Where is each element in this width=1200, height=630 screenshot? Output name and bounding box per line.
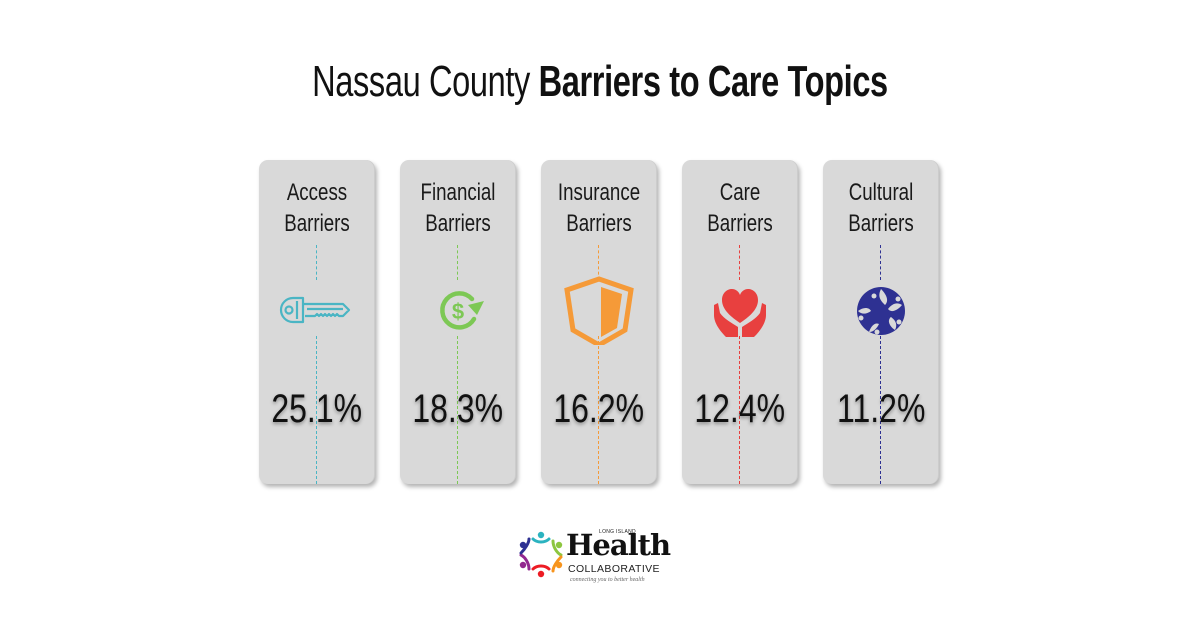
percentage-value: 25.1%	[271, 387, 363, 431]
heart-hands-icon	[700, 275, 780, 345]
dashed-divider	[316, 336, 317, 484]
card-insurance-barriers: Insurance Barriers 16.2%	[541, 160, 657, 484]
card-financial-barriers: Financial Barriers $ 18.3%	[400, 160, 516, 484]
dashed-divider	[457, 245, 458, 280]
dashed-divider	[739, 336, 740, 484]
dashed-divider	[316, 245, 317, 280]
logo-subtitle: COLLABORATIVE	[568, 563, 660, 575]
logo-region: LONG ISLAND	[599, 529, 636, 535]
card-cultural-barriers: Cultural Barriers	[823, 160, 939, 484]
dashed-divider	[598, 336, 599, 484]
logo-people-ring-icon	[515, 529, 567, 579]
card-label: Cultural Barriers	[848, 179, 914, 237]
percentage-value: 12.4%	[694, 387, 786, 431]
barrier-cards: Access Barriers 25.1% Financial Barriers	[259, 160, 939, 485]
svg-text:$: $	[452, 299, 464, 324]
people-circle-icon	[841, 275, 921, 345]
dollar-cycle-icon: $	[418, 275, 498, 345]
title-emphasis: Barriers to Care Topics	[538, 57, 889, 106]
card-label: Access Barriers	[284, 179, 350, 237]
card-label: Care Barriers	[707, 179, 773, 237]
card-access-barriers: Access Barriers 25.1%	[259, 160, 375, 484]
dashed-divider	[880, 336, 881, 484]
dashed-divider	[739, 245, 740, 280]
key-icon	[277, 275, 357, 345]
health-collaborative-logo: LONG ISLAND Health COLLABORATIVE connect…	[515, 527, 685, 593]
card-label: Financial Barriers	[420, 179, 496, 237]
logo-tagline: connecting you to better health	[570, 577, 645, 583]
percentage-value: 11.2%	[836, 387, 926, 431]
dashed-divider	[880, 245, 881, 280]
card-label: Insurance Barriers	[557, 179, 641, 237]
dashed-divider	[457, 336, 458, 484]
title-prefix: Nassau County	[312, 57, 530, 106]
shield-icon	[559, 275, 639, 345]
logo-name: Health	[566, 528, 671, 562]
dashed-divider	[598, 245, 599, 280]
percentage-value: 16.2%	[553, 387, 645, 431]
percentage-value: 18.3%	[412, 387, 504, 431]
page-title: Nassau County Barriers to Care Topics	[0, 52, 1200, 112]
card-care-barriers: Care Barriers 12.4%	[682, 160, 798, 484]
